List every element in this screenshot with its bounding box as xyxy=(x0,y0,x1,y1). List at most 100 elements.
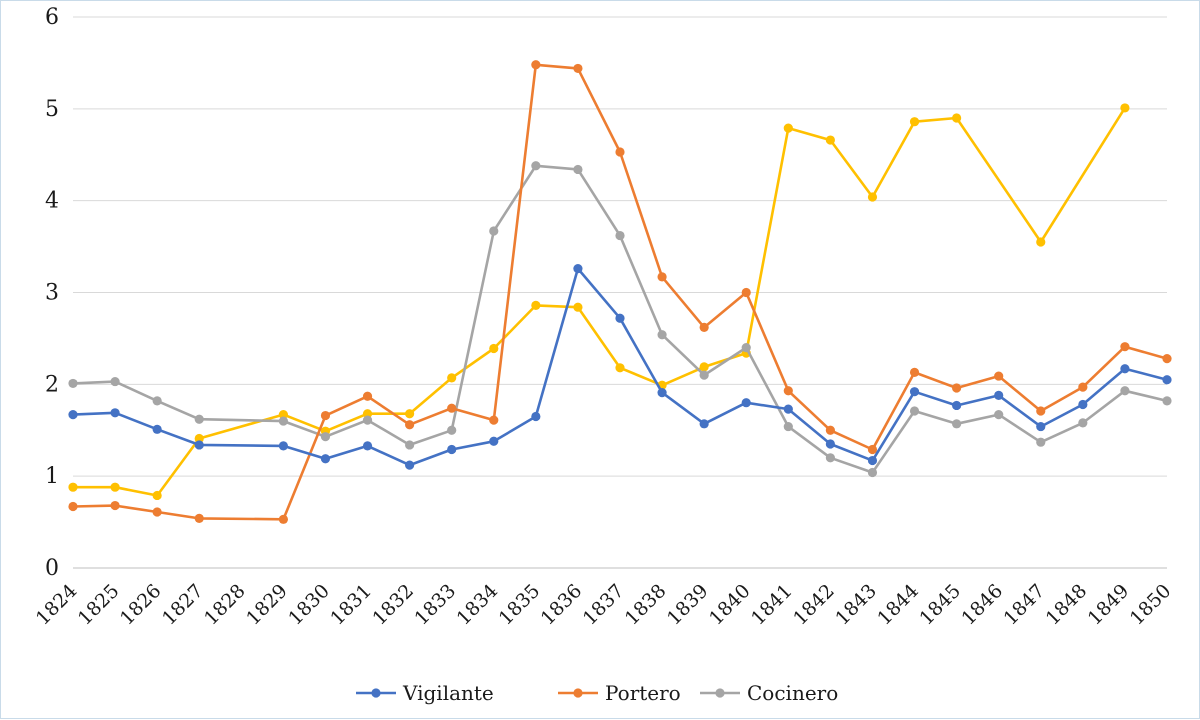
data-point xyxy=(489,343,499,354)
data-point xyxy=(699,419,709,429)
y-tick-label: 0 xyxy=(45,556,59,581)
data-point xyxy=(194,440,204,450)
x-tick-label: 1842 xyxy=(789,580,839,630)
data-point xyxy=(909,117,920,127)
data-point xyxy=(1078,382,1088,392)
data-point xyxy=(447,425,457,435)
data-point xyxy=(194,513,204,524)
data-point xyxy=(1036,421,1046,432)
data-point xyxy=(110,482,120,492)
legend-item[interactable]: Vigilante xyxy=(356,681,494,705)
data-point xyxy=(867,467,878,478)
data-point xyxy=(867,444,878,455)
data-point xyxy=(699,370,709,380)
x-tick-label: 1848 xyxy=(1042,580,1092,630)
x-tick-label: 1828 xyxy=(200,580,250,630)
x-tick-label: 1830 xyxy=(284,580,334,630)
data-point xyxy=(1120,342,1130,352)
gridlines xyxy=(73,16,1167,569)
data-point xyxy=(1120,364,1130,374)
data-point xyxy=(447,373,457,383)
data-point xyxy=(909,387,920,397)
data-point xyxy=(362,409,373,419)
data-point xyxy=(825,453,835,463)
series-line xyxy=(72,267,1168,467)
data-point xyxy=(152,490,162,501)
x-tick-label: 1838 xyxy=(621,580,671,630)
data-point xyxy=(657,330,667,340)
data-point xyxy=(615,147,625,157)
data-point xyxy=(573,302,583,312)
data-point xyxy=(1162,375,1172,385)
x-tick-label: 1846 xyxy=(957,580,1007,630)
data-point xyxy=(615,313,625,323)
x-tick-label: 1849 xyxy=(1084,580,1134,630)
data-point xyxy=(573,264,583,274)
data-point xyxy=(1036,406,1046,416)
x-tick-label: 1835 xyxy=(495,580,545,630)
series-portero xyxy=(68,60,1172,524)
data-point xyxy=(278,514,288,524)
x-tick-label: 1834 xyxy=(452,580,502,630)
series-line xyxy=(72,164,1168,474)
data-point xyxy=(489,436,499,446)
y-tick-label: 1 xyxy=(45,464,59,489)
series-line xyxy=(72,63,1168,521)
data-point xyxy=(952,383,962,393)
data-point xyxy=(783,123,793,133)
data-point xyxy=(405,440,415,450)
data-point xyxy=(952,400,962,411)
x-tick-label: 1831 xyxy=(326,580,376,630)
data-point xyxy=(531,411,541,422)
legend-item[interactable]: Portero xyxy=(558,681,681,705)
y-tick-label: 6 xyxy=(45,5,59,30)
data-point xyxy=(1078,399,1088,410)
data-point xyxy=(110,376,120,387)
x-tick-label: 1837 xyxy=(579,580,629,630)
data-point xyxy=(405,460,415,470)
x-tick-label: 1845 xyxy=(915,580,965,630)
x-tick-label: 1841 xyxy=(747,580,797,630)
data-point xyxy=(699,322,709,332)
data-point xyxy=(1078,418,1088,428)
legend-item[interactable]: Cocinero xyxy=(700,681,838,705)
legend: Vigilante Portero Cocinero xyxy=(356,681,838,705)
y-tick-label: 5 xyxy=(45,97,59,122)
data-point xyxy=(194,414,204,424)
data-point xyxy=(783,404,793,414)
data-point xyxy=(657,387,667,398)
data-point xyxy=(1036,237,1046,247)
legend-label: Vigilante xyxy=(402,681,494,705)
series-cocinero xyxy=(68,161,1172,478)
data-point xyxy=(1120,386,1130,396)
data-point xyxy=(825,425,835,435)
x-tick-label: 1840 xyxy=(705,580,755,630)
data-point xyxy=(699,362,709,372)
data-point xyxy=(994,390,1004,400)
y-tick-label: 4 xyxy=(45,189,59,214)
data-point xyxy=(867,455,878,466)
data-point xyxy=(152,424,162,434)
legend-label: Cocinero xyxy=(747,681,838,705)
data-point xyxy=(909,406,920,416)
series-unnamed xyxy=(68,103,1130,501)
data-point xyxy=(867,192,878,202)
data-point xyxy=(531,161,541,171)
data-point xyxy=(152,507,162,517)
data-point xyxy=(489,415,499,425)
data-point xyxy=(825,439,835,449)
x-tick-label: 1826 xyxy=(116,580,166,630)
data-point xyxy=(68,410,78,420)
data-point xyxy=(68,501,78,512)
data-point xyxy=(1120,103,1130,113)
data-point xyxy=(783,386,793,396)
legend-swatch-marker xyxy=(715,688,725,698)
data-point xyxy=(615,363,625,373)
data-point xyxy=(405,420,415,430)
data-point xyxy=(68,482,78,492)
data-point xyxy=(994,410,1004,420)
data-point xyxy=(1162,396,1172,406)
data-point xyxy=(447,403,457,413)
